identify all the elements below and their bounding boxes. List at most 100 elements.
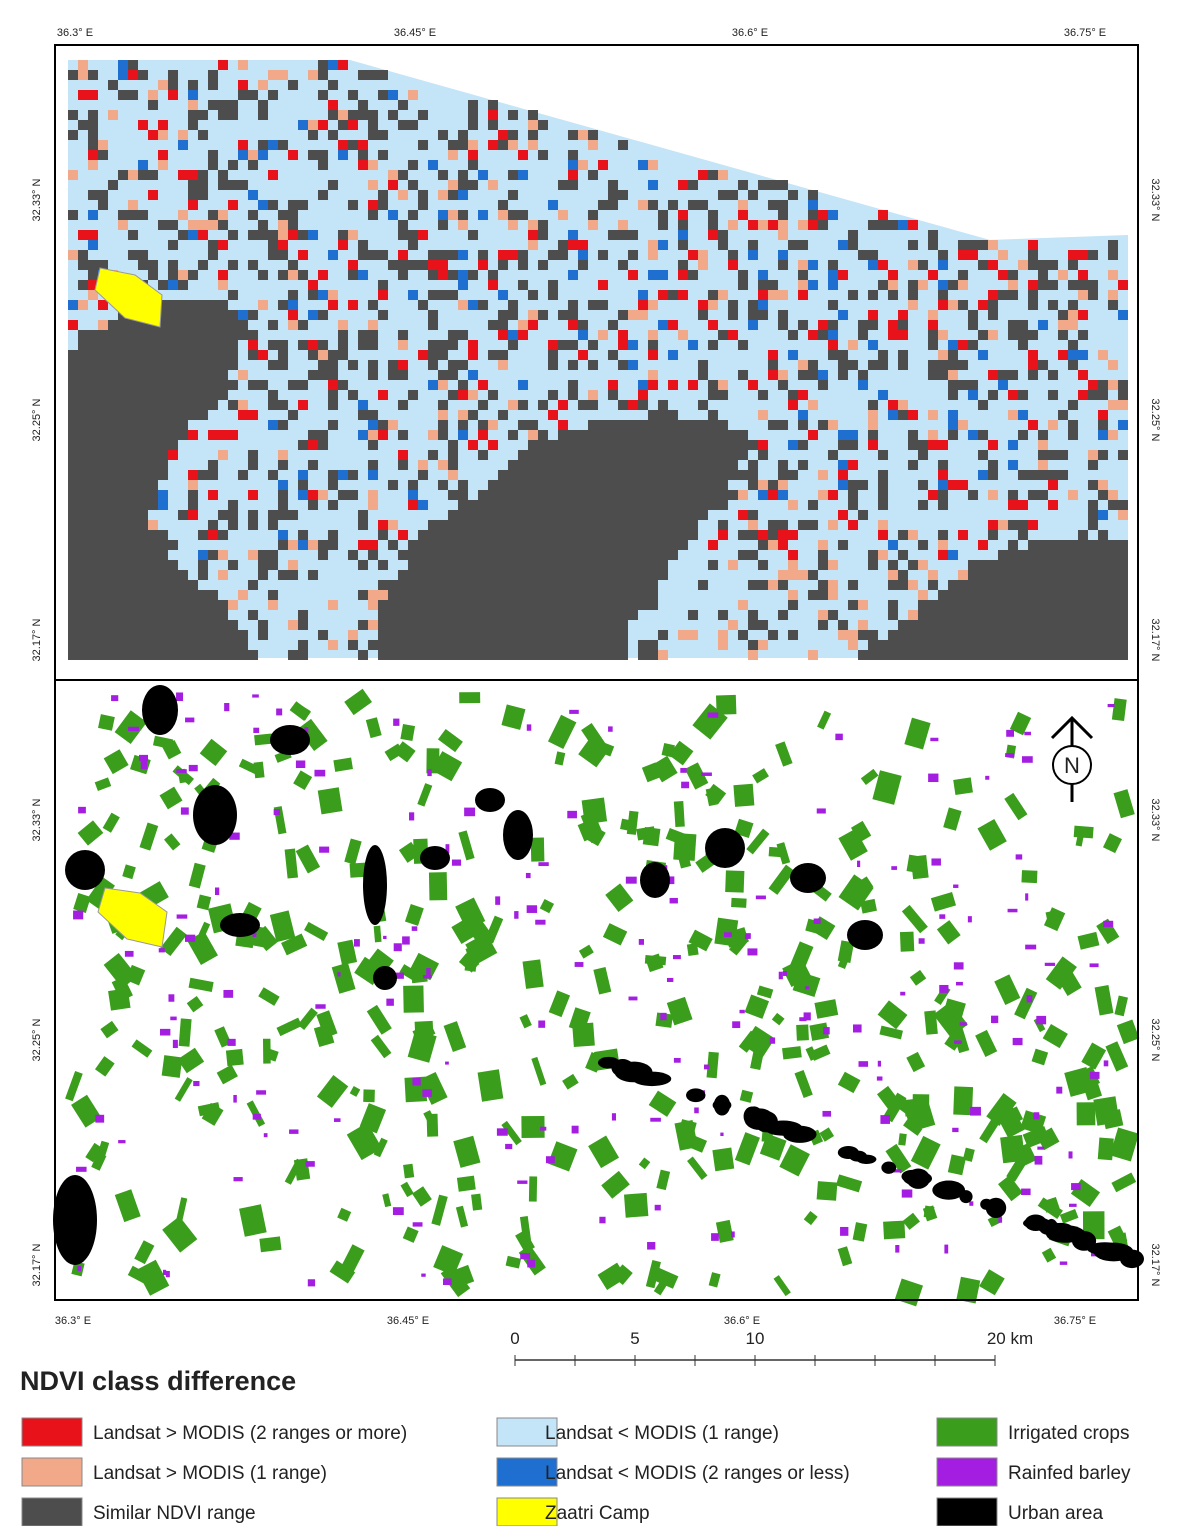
- raster-cell: [578, 510, 588, 520]
- raster-cell: [1108, 650, 1118, 660]
- raster-cell: [718, 630, 728, 640]
- raster-cell: [108, 620, 118, 630]
- raster-cell: [468, 610, 478, 620]
- raster-cell: [738, 440, 748, 450]
- raster-cell: [918, 590, 928, 600]
- raster-cell: [538, 640, 548, 650]
- raster-cell: [438, 170, 448, 180]
- raster-cell: [188, 300, 198, 310]
- raster-cell: [158, 380, 168, 390]
- barley-patch: [1021, 756, 1033, 763]
- raster-cell: [238, 310, 248, 320]
- raster-cell: [358, 650, 368, 660]
- raster-cell: [118, 610, 128, 620]
- raster-cell: [448, 290, 458, 300]
- raster-cell: [508, 400, 518, 410]
- raster-cell: [968, 610, 978, 620]
- raster-cell: [78, 600, 88, 610]
- raster-cell: [128, 390, 138, 400]
- raster-cell: [688, 500, 698, 510]
- raster-cell: [908, 610, 918, 620]
- barley-patch: [73, 910, 84, 920]
- raster-cell: [628, 610, 638, 620]
- raster-cell: [88, 490, 98, 500]
- raster-cell: [568, 590, 578, 600]
- raster-cell: [418, 650, 428, 660]
- irrigated-field: [924, 1010, 938, 1035]
- raster-cell: [458, 620, 468, 630]
- raster-cell: [528, 490, 538, 500]
- raster-cell: [248, 380, 258, 390]
- raster-cell: [768, 280, 778, 290]
- raster-cell: [628, 230, 638, 240]
- raster-cell: [338, 380, 348, 390]
- raster-cell: [778, 470, 788, 480]
- raster-cell: [978, 330, 988, 340]
- raster-cell: [368, 210, 378, 220]
- barley-patch: [970, 1106, 981, 1116]
- irrigated-field: [898, 1133, 907, 1146]
- raster-cell: [478, 250, 488, 260]
- raster-cell: [468, 640, 478, 650]
- raster-cell: [738, 370, 748, 380]
- barley-patch: [955, 981, 963, 986]
- raster-cell: [1058, 640, 1068, 650]
- raster-cell: [198, 230, 208, 240]
- barley-patch: [176, 914, 188, 919]
- raster-cell: [828, 320, 838, 330]
- raster-cell: [508, 470, 518, 480]
- raster-cell: [758, 310, 768, 320]
- raster-cell: [918, 620, 928, 630]
- raster-cell: [228, 400, 238, 410]
- longitude-label: 36.75° E: [1064, 27, 1106, 39]
- raster-cell: [128, 250, 138, 260]
- raster-cell: [468, 270, 478, 280]
- irrigated-field: [904, 717, 931, 750]
- raster-cell: [548, 550, 558, 560]
- raster-cell: [1048, 390, 1058, 400]
- barley-patch: [755, 895, 766, 900]
- raster-cell: [848, 480, 858, 490]
- irrigated-field: [501, 1120, 522, 1146]
- raster-cell: [188, 350, 198, 360]
- barley-patch: [650, 1117, 661, 1122]
- raster-cell: [278, 140, 288, 150]
- raster-cell: [1118, 570, 1128, 580]
- raster-cell: [918, 630, 928, 640]
- raster-cell: [988, 390, 998, 400]
- raster-cell: [748, 380, 758, 390]
- raster-cell: [308, 230, 318, 240]
- barley-patch: [426, 968, 431, 977]
- raster-cell: [88, 330, 98, 340]
- raster-cell: [68, 70, 78, 80]
- raster-cell: [1098, 630, 1108, 640]
- raster-cell: [128, 530, 138, 540]
- raster-cell: [178, 650, 188, 660]
- raster-cell: [958, 600, 968, 610]
- raster-cell: [978, 650, 988, 660]
- raster-cell: [378, 90, 388, 100]
- raster-cell: [608, 620, 618, 630]
- legend-swatch: [936, 1417, 998, 1447]
- raster-cell: [1098, 390, 1108, 400]
- raster-cell: [528, 590, 538, 600]
- raster-cell: [218, 610, 228, 620]
- barley-patch: [952, 1127, 959, 1133]
- raster-cell: [1038, 320, 1048, 330]
- raster-cell: [448, 520, 458, 530]
- barley-patch: [319, 846, 330, 853]
- raster-cell: [1008, 330, 1018, 340]
- raster-cell: [1028, 330, 1038, 340]
- raster-cell: [998, 600, 1008, 610]
- raster-cell: [848, 340, 858, 350]
- raster-cell: [288, 540, 298, 550]
- barley-patch: [392, 1207, 404, 1216]
- irrigated-field: [477, 1069, 504, 1102]
- raster-cell: [498, 500, 508, 510]
- raster-cell: [118, 600, 128, 610]
- raster-cell: [68, 620, 78, 630]
- raster-cell: [178, 130, 188, 140]
- barley-patch: [517, 1180, 528, 1184]
- urban-patch: [881, 1161, 897, 1174]
- raster-cell: [158, 650, 168, 660]
